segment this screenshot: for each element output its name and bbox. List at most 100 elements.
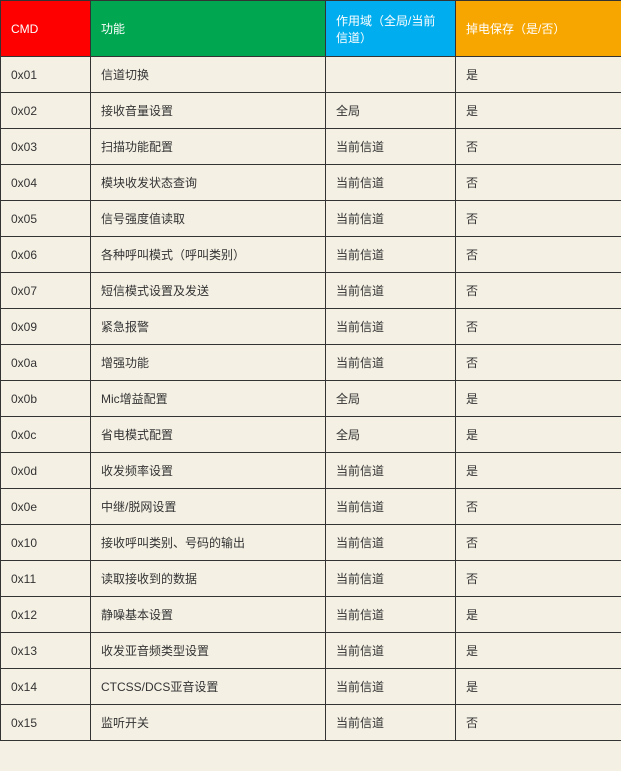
cell-scope: 全局	[326, 381, 456, 417]
cell-save: 否	[456, 561, 621, 597]
cell-save: 否	[456, 237, 621, 273]
cell-scope: 当前信道	[326, 561, 456, 597]
table-row: 0x09紧急报警当前信道否	[1, 309, 621, 345]
cell-save: 否	[456, 525, 621, 561]
cell-func: 读取接收到的数据	[91, 561, 326, 597]
cell-save: 否	[456, 129, 621, 165]
cell-scope	[326, 57, 456, 93]
cell-save: 否	[456, 489, 621, 525]
cell-func: 信号强度值读取	[91, 201, 326, 237]
cell-cmd: 0x04	[1, 165, 91, 201]
cell-cmd: 0x05	[1, 201, 91, 237]
cell-cmd: 0x13	[1, 633, 91, 669]
cell-scope: 当前信道	[326, 669, 456, 705]
cell-cmd: 0x07	[1, 273, 91, 309]
table-row: 0x10接收呼叫类别、号码的输出当前信道否	[1, 525, 621, 561]
cell-scope: 当前信道	[326, 237, 456, 273]
cell-cmd: 0x0d	[1, 453, 91, 489]
cell-cmd: 0x0b	[1, 381, 91, 417]
cell-func: 收发亚音频类型设置	[91, 633, 326, 669]
cell-save: 否	[456, 273, 621, 309]
cell-func: CTCSS/DCS亚音设置	[91, 669, 326, 705]
table-row: 0x05信号强度值读取当前信道否	[1, 201, 621, 237]
table-row: 0x07短信模式设置及发送当前信道否	[1, 273, 621, 309]
cell-func: 紧急报警	[91, 309, 326, 345]
cell-scope: 当前信道	[326, 705, 456, 741]
table-row: 0x0c省电模式配置全局是	[1, 417, 621, 453]
cell-save: 是	[456, 597, 621, 633]
cell-cmd: 0x14	[1, 669, 91, 705]
cell-cmd: 0x15	[1, 705, 91, 741]
table-header: CMD 功能 作用域（全局/当前信道） 掉电保存（是/否）	[1, 1, 621, 57]
table-body: 0x01信道切换是0x02接收音量设置全局是0x03扫描功能配置当前信道否0x0…	[1, 57, 621, 741]
cell-func: 静噪基本设置	[91, 597, 326, 633]
cell-cmd: 0x10	[1, 525, 91, 561]
cell-save: 是	[456, 381, 621, 417]
cell-scope: 全局	[326, 417, 456, 453]
cell-func: 短信模式设置及发送	[91, 273, 326, 309]
cell-scope: 当前信道	[326, 597, 456, 633]
cell-func: 接收音量设置	[91, 93, 326, 129]
table-row: 0x0e中继/脱网设置当前信道否	[1, 489, 621, 525]
cell-save: 是	[456, 57, 621, 93]
table-row: 0x13收发亚音频类型设置当前信道是	[1, 633, 621, 669]
table-row: 0x0a增强功能当前信道否	[1, 345, 621, 381]
cell-cmd: 0x02	[1, 93, 91, 129]
table-row: 0x01信道切换 是	[1, 57, 621, 93]
command-table: CMD 功能 作用域（全局/当前信道） 掉电保存（是/否） 0x01信道切换是0…	[0, 0, 621, 741]
table-row: 0x0bMic增益配置全局是	[1, 381, 621, 417]
cell-scope: 当前信道	[326, 201, 456, 237]
cell-scope: 当前信道	[326, 453, 456, 489]
header-cmd: CMD	[1, 1, 91, 57]
table-row: 0x12静噪基本设置当前信道是	[1, 597, 621, 633]
header-row: CMD 功能 作用域（全局/当前信道） 掉电保存（是/否）	[1, 1, 621, 57]
cell-save: 否	[456, 165, 621, 201]
cell-func: 模块收发状态查询	[91, 165, 326, 201]
cell-func: 各种呼叫模式（呼叫类别）	[91, 237, 326, 273]
cell-scope: 当前信道	[326, 165, 456, 201]
cell-cmd: 0x0a	[1, 345, 91, 381]
table-row: 0x0d收发频率设置当前信道是	[1, 453, 621, 489]
cell-save: 是	[456, 453, 621, 489]
cell-save: 是	[456, 669, 621, 705]
cell-cmd: 0x0c	[1, 417, 91, 453]
cell-scope: 当前信道	[326, 489, 456, 525]
cell-func: 信道切换	[91, 57, 326, 93]
cell-save: 否	[456, 705, 621, 741]
cell-func: 省电模式配置	[91, 417, 326, 453]
table-row: 0x14CTCSS/DCS亚音设置当前信道是	[1, 669, 621, 705]
table-row: 0x03扫描功能配置当前信道否	[1, 129, 621, 165]
cell-scope: 当前信道	[326, 525, 456, 561]
cell-save: 否	[456, 201, 621, 237]
cell-save: 是	[456, 633, 621, 669]
header-func: 功能	[91, 1, 326, 57]
cell-func: 中继/脱网设置	[91, 489, 326, 525]
cell-cmd: 0x03	[1, 129, 91, 165]
cell-scope: 当前信道	[326, 633, 456, 669]
cell-cmd: 0x12	[1, 597, 91, 633]
table-row: 0x02接收音量设置全局是	[1, 93, 621, 129]
cell-func: 收发频率设置	[91, 453, 326, 489]
table-row: 0x15监听开关当前信道否	[1, 705, 621, 741]
cell-cmd: 0x06	[1, 237, 91, 273]
cell-func: 扫描功能配置	[91, 129, 326, 165]
cell-func: 增强功能	[91, 345, 326, 381]
cell-scope: 当前信道	[326, 345, 456, 381]
cell-cmd: 0x01	[1, 57, 91, 93]
table-row: 0x04模块收发状态查询当前信道否	[1, 165, 621, 201]
table-row: 0x06各种呼叫模式（呼叫类别）当前信道否	[1, 237, 621, 273]
header-scope: 作用域（全局/当前信道）	[326, 1, 456, 57]
cell-save: 是	[456, 93, 621, 129]
cell-scope: 当前信道	[326, 129, 456, 165]
table-row: 0x11读取接收到的数据当前信道否	[1, 561, 621, 597]
cell-save: 否	[456, 345, 621, 381]
header-save: 掉电保存（是/否）	[456, 1, 621, 57]
cell-cmd: 0x11	[1, 561, 91, 597]
cell-func: 监听开关	[91, 705, 326, 741]
cell-save: 是	[456, 417, 621, 453]
cell-scope: 全局	[326, 93, 456, 129]
cell-cmd: 0x0e	[1, 489, 91, 525]
cell-scope: 当前信道	[326, 273, 456, 309]
cell-cmd: 0x09	[1, 309, 91, 345]
cell-func: 接收呼叫类别、号码的输出	[91, 525, 326, 561]
